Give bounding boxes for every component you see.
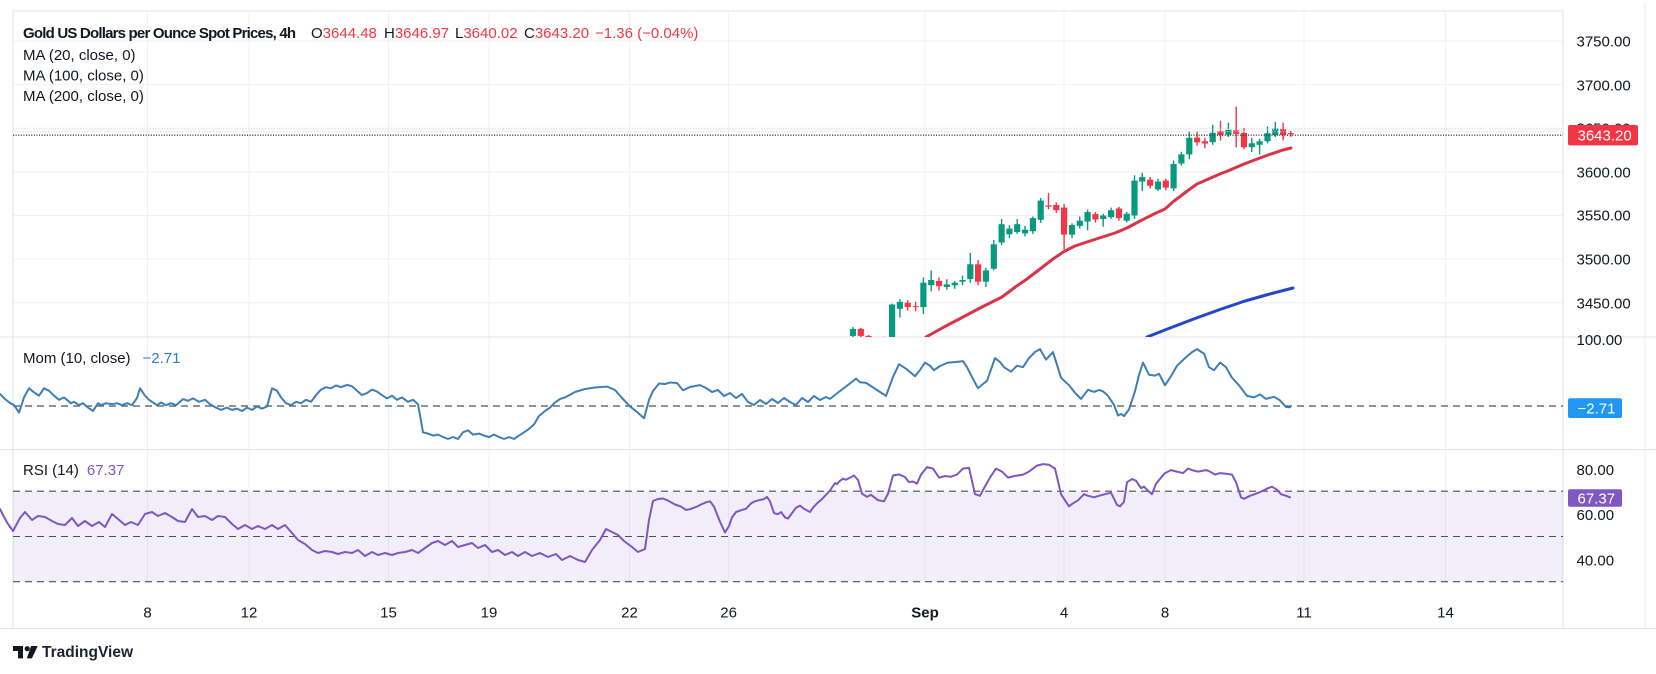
svg-text:80.00: 80.00 xyxy=(1577,462,1615,479)
svg-text:67.37: 67.37 xyxy=(1578,491,1616,508)
svg-text:12: 12 xyxy=(241,605,258,622)
svg-text:Mom (10, close)−2.71: Mom (10, close) −2.71 xyxy=(23,350,181,367)
svg-text:3700.00: 3700.00 xyxy=(1577,78,1631,95)
svg-text:−1.36 (−0.04%): −1.36 (−0.04%) xyxy=(595,25,698,42)
svg-text:100.00: 100.00 xyxy=(1577,332,1623,349)
svg-text:H3646.97: H3646.97 xyxy=(384,25,449,42)
svg-text:3450.00: 3450.00 xyxy=(1577,296,1631,313)
svg-text:8: 8 xyxy=(143,605,151,622)
svg-text:Gold US Dollars per Ounce Spot: Gold US Dollars per Ounce Spot Prices, 4… xyxy=(23,25,296,42)
svg-text:−2.71: −2.71 xyxy=(1578,401,1616,418)
svg-text:14: 14 xyxy=(1437,605,1454,622)
svg-text:4: 4 xyxy=(1060,605,1068,622)
svg-text:3750.00: 3750.00 xyxy=(1577,34,1631,51)
svg-text:L3640.02: L3640.02 xyxy=(455,25,518,42)
svg-text:O3644.48: O3644.48 xyxy=(311,25,377,42)
svg-text:MA (100, close, 0): MA (100, close, 0) xyxy=(23,68,144,85)
svg-text:3500.00: 3500.00 xyxy=(1577,252,1631,269)
svg-text:26: 26 xyxy=(720,605,737,622)
svg-text:MA (200, close, 0): MA (200, close, 0) xyxy=(23,88,144,105)
svg-text:40.00: 40.00 xyxy=(1577,553,1615,570)
svg-text:19: 19 xyxy=(481,605,498,622)
svg-text:8: 8 xyxy=(1161,605,1169,622)
svg-text:60.00: 60.00 xyxy=(1577,507,1615,524)
svg-text:TradingView: TradingView xyxy=(42,644,134,661)
svg-text:3550.00: 3550.00 xyxy=(1577,208,1631,225)
svg-text:11: 11 xyxy=(1296,605,1312,622)
svg-text:Sep: Sep xyxy=(911,605,939,622)
svg-text:RSI (14)67.37: RSI (14) 67.37 xyxy=(23,462,124,479)
svg-text:3600.00: 3600.00 xyxy=(1577,165,1631,182)
svg-text:3643.20: 3643.20 xyxy=(1578,128,1632,145)
svg-text:22: 22 xyxy=(621,605,638,622)
svg-text:15: 15 xyxy=(380,605,397,622)
svg-text:MA (20, close, 0): MA (20, close, 0) xyxy=(23,47,136,64)
svg-text:C3643.20: C3643.20 xyxy=(524,25,589,42)
